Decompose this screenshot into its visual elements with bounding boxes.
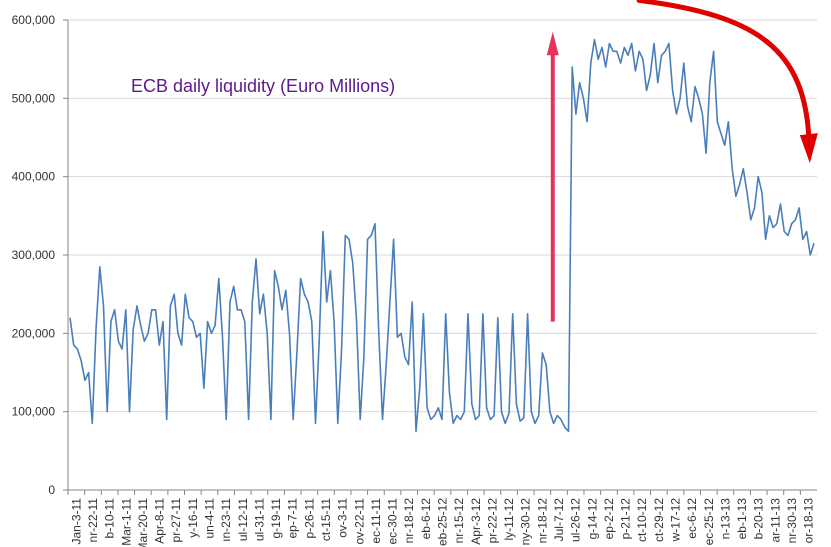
x-tick-label: Jul-7-12	[552, 498, 566, 542]
x-tick-label: ov-22-11	[352, 498, 366, 545]
x-tick-label: ep-2-12	[602, 498, 616, 540]
x-tick-label: b-20-13	[752, 498, 766, 540]
x-tick-label: ın-23-11	[219, 498, 233, 542]
x-axis: Jan-3-11 nr-22-11 b-10-11 Mar-1-11 Mar-20-11…	[67, 489, 817, 547]
x-tick-label: nr-18-12	[535, 498, 549, 544]
x-tick-label: Apr-3-12	[469, 498, 483, 545]
gridlines	[68, 19, 817, 491]
x-tick-label: ec-6-12	[685, 498, 699, 539]
x-tick-label: ar-11-13	[768, 498, 782, 543]
x-tick-label: ly-11-12	[502, 498, 516, 541]
x-tick-label: ny-30-12	[519, 498, 533, 546]
x-tick-label: ov-3-11	[336, 498, 350, 538]
x-tick-label: or-18-13	[802, 498, 816, 544]
x-tick-label: b-10-11	[103, 498, 117, 539]
x-tick-label: g-19-11	[269, 498, 283, 539]
x-tick-label: pr-27-11	[169, 498, 183, 543]
x-tick-label: eb-25-12	[436, 498, 450, 546]
x-tick-label: ul-12-11	[236, 498, 250, 541]
x-tick-label: nr-30-13	[785, 498, 799, 544]
y-tick-label: 400,000	[12, 170, 56, 184]
x-tick-label: Jan-3-11	[69, 498, 83, 545]
x-tick-label: n-13-13	[718, 498, 732, 540]
down-arrow-curve	[636, 0, 812, 140]
y-tick-label: 100,000	[12, 405, 56, 419]
y-tick-label: 600,000	[12, 13, 56, 27]
x-tick-label: p-26-11	[302, 498, 316, 539]
chart-title: ECB daily liquidity (Euro Millions)	[131, 76, 395, 96]
up-arrow-head	[546, 31, 559, 56]
y-axis: 0 100,000 200,000 300,000 400,000 500,000 600,…	[12, 13, 69, 497]
x-tick-label: Mar-20-11	[136, 498, 150, 547]
x-tick-label: ec-11-11	[369, 498, 383, 544]
x-tick-label: nr-15-12	[452, 498, 466, 544]
x-tick-label: ul-31-11	[252, 498, 266, 541]
x-tick-label: ep-7-11	[286, 498, 300, 539]
x-tick-label: pr-22-12	[485, 498, 499, 544]
x-tick-label: ec-30-11	[386, 498, 400, 545]
y-tick-label: 200,000	[12, 326, 56, 340]
x-tick-label: un-4-11	[202, 498, 216, 539]
y-tick-label: 0	[48, 483, 55, 497]
x-tick-label: p-21-12	[619, 498, 633, 540]
x-tick-label: nr-22-11	[86, 498, 100, 543]
x-tick-label: w-17-12	[669, 498, 683, 543]
x-tick-label: ct-29-12	[652, 498, 666, 542]
x-tick-label: ul-26-12	[569, 498, 583, 542]
x-tick-label: y-16-11	[186, 498, 200, 538]
x-tick-label: g-14-12	[585, 498, 599, 540]
series-line	[69, 38, 815, 433]
x-tick-label: ct-15-11	[319, 498, 333, 541]
x-tick-label: ct-10-12	[635, 498, 649, 542]
down-arrow-head	[799, 133, 818, 164]
series-group	[69, 38, 815, 433]
x-tick-label: Mar-1-11	[119, 498, 133, 546]
x-tick-label: eb-1-13	[735, 498, 749, 540]
x-tick-label: Apr-8-11	[153, 498, 167, 544]
y-tick-label: 500,000	[12, 91, 56, 105]
annotations	[546, 0, 818, 322]
x-tick-label: eb-6-12	[419, 498, 433, 540]
y-tick-label: 300,000	[12, 248, 56, 262]
x-tick-label: nr-18-12	[402, 498, 416, 544]
x-tick-label: ec-25-12	[702, 498, 716, 546]
